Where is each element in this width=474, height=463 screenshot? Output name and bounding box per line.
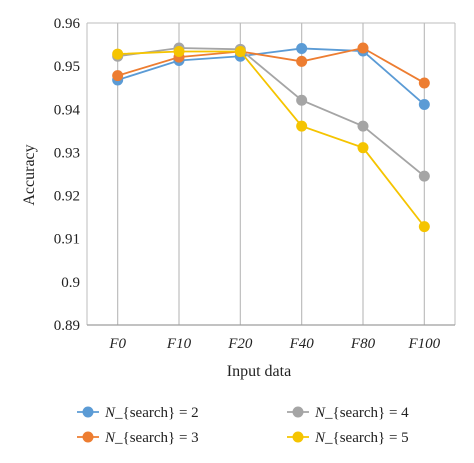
y-tick-label: 0.91	[54, 232, 80, 248]
y-tick-label: 0.94	[54, 102, 81, 118]
y-tick-label: 0.92	[54, 189, 80, 205]
x-tick-label: F80	[350, 336, 376, 352]
y-tick-label: 0.89	[54, 318, 80, 334]
series-line	[117, 50, 426, 228]
x-tick-label: F40	[289, 336, 315, 352]
legend-label: N_{search} = 2	[104, 405, 199, 421]
data-point	[234, 45, 246, 57]
legend-marker	[292, 406, 304, 418]
x-tick-label: F20	[227, 336, 253, 352]
series-line	[117, 47, 425, 106]
series-line	[117, 47, 425, 177]
legend-entry: N_{search} = 5	[287, 430, 409, 446]
legend-entry: N_{search} = 4	[287, 405, 409, 421]
legend-entry: N_{search} = 3	[77, 430, 199, 446]
legend-label: N_{search} = 5	[314, 430, 409, 446]
legend: N_{search} = 2 N_{search} = 4 N_{search} =…	[77, 405, 409, 446]
data-point	[112, 70, 124, 82]
data-point	[173, 45, 185, 57]
legend-marker	[82, 431, 94, 443]
legend-marker	[292, 431, 304, 443]
data-point	[357, 42, 369, 54]
y-axis-label: Accuracy	[21, 144, 38, 205]
data-point	[296, 42, 308, 54]
x-tick-label: F10	[166, 336, 192, 352]
data-point	[357, 120, 369, 132]
legend-marker	[82, 406, 94, 418]
y-tick-labels: 0.89 0.9 0.91 0.92 0.93 0.94 0.95 0.96	[54, 16, 81, 334]
y-tick-label: 0.96	[54, 16, 81, 32]
data-point	[418, 170, 430, 182]
data-point	[296, 55, 308, 67]
legend-label: N_{search} = 4	[314, 405, 409, 421]
y-tick-label: 0.9	[61, 275, 80, 291]
data-point	[357, 142, 369, 154]
data-point	[112, 48, 124, 60]
x-axis-label: Input data	[227, 363, 291, 380]
legend-label: N_{search} = 3	[104, 430, 199, 446]
x-tick-label: F0	[108, 336, 126, 352]
data-point	[418, 99, 430, 111]
data-point	[296, 94, 308, 106]
data-point	[418, 77, 430, 89]
series-2	[112, 42, 430, 89]
legend-entry: N_{search} = 2	[77, 405, 199, 421]
series-lines	[112, 42, 430, 233]
x-tick-label: F100	[407, 336, 440, 352]
series-4	[112, 45, 430, 233]
series-line	[117, 47, 425, 84]
data-point	[418, 221, 430, 233]
data-point	[296, 120, 308, 132]
y-tick-label: 0.95	[54, 59, 80, 75]
x-tick-labels: F0 F10 F20 F40 F80 F100	[108, 336, 440, 352]
y-tick-label: 0.93	[54, 145, 80, 161]
